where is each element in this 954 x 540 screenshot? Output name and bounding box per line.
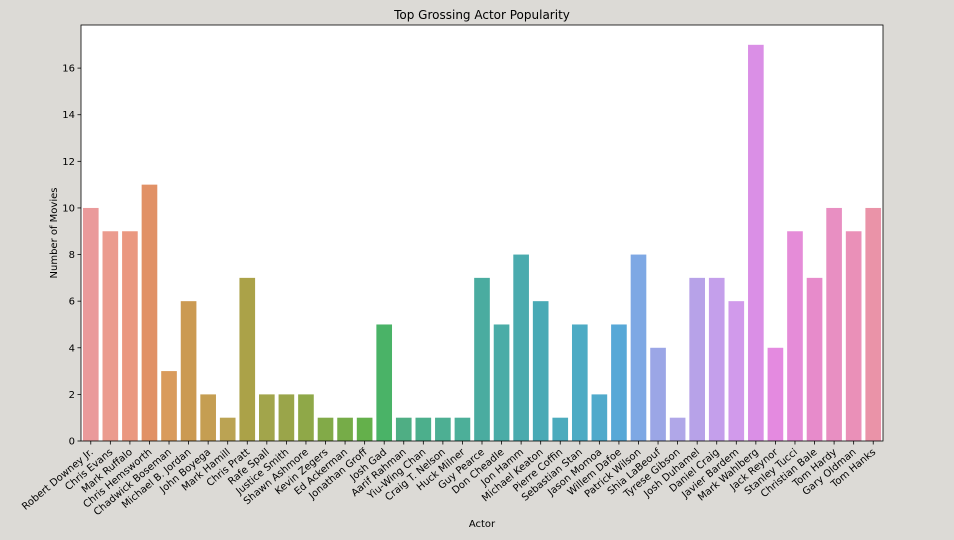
bar-3 — [141, 184, 158, 441]
plot-frame — [80, 24, 884, 442]
bar-5 — [180, 301, 197, 441]
bar-40 — [865, 207, 882, 441]
bar-12 — [317, 417, 334, 441]
bar-36 — [787, 231, 803, 441]
bar-24 — [552, 417, 569, 441]
bar-27 — [611, 324, 627, 441]
bar-35 — [767, 347, 784, 441]
bar-28 — [630, 254, 647, 441]
bar-20 — [474, 277, 490, 441]
bar-1 — [102, 231, 119, 441]
bar-26 — [591, 394, 608, 441]
bar-18 — [435, 417, 451, 441]
y-tick-label: 2 — [69, 390, 75, 401]
y-tick-label: 8 — [69, 250, 75, 261]
y-tick-label: 14 — [62, 110, 75, 121]
bar-16 — [395, 417, 412, 441]
bar-39 — [845, 231, 862, 441]
bar-29 — [650, 347, 666, 441]
bar-10 — [278, 394, 295, 441]
bar-19 — [454, 417, 471, 441]
y-tick-label: 10 — [62, 203, 75, 214]
y-tick-label: 0 — [69, 437, 75, 448]
y-tick-label: 16 — [62, 64, 75, 75]
bar-9 — [259, 394, 275, 441]
bar-15 — [376, 324, 393, 441]
bar-23 — [532, 301, 549, 441]
y-axis-label: Number of Movies — [49, 188, 60, 279]
bar-8 — [239, 277, 256, 441]
y-tick-label: 6 — [69, 297, 75, 308]
bar-21 — [493, 324, 510, 441]
bar-11 — [298, 394, 314, 441]
bar-0 — [82, 207, 99, 441]
bar-13 — [337, 417, 353, 441]
bar-6 — [200, 394, 216, 441]
bar-7 — [219, 417, 236, 441]
bar-25 — [571, 324, 588, 441]
bar-32 — [708, 277, 725, 441]
bar-38 — [826, 207, 842, 441]
bar-22 — [513, 254, 529, 441]
y-tick-label: 4 — [69, 343, 75, 354]
chart-title: Top Grossing Actor Popularity — [393, 8, 570, 22]
bar-37 — [806, 277, 823, 441]
y-axis-ticks: 0 2 4 6 8 10 12 14 16 — [62, 64, 81, 448]
bar-4 — [161, 371, 177, 441]
bar-30 — [669, 417, 686, 441]
bar-34 — [748, 44, 764, 442]
bars-group — [82, 44, 882, 442]
bar-33 — [728, 301, 745, 441]
x-axis-label: Actor — [469, 519, 496, 530]
y-tick-label: 12 — [62, 157, 75, 168]
bar-2 — [122, 231, 138, 441]
bar-14 — [356, 417, 373, 441]
bar-31 — [689, 277, 705, 441]
bar-17 — [415, 417, 432, 441]
